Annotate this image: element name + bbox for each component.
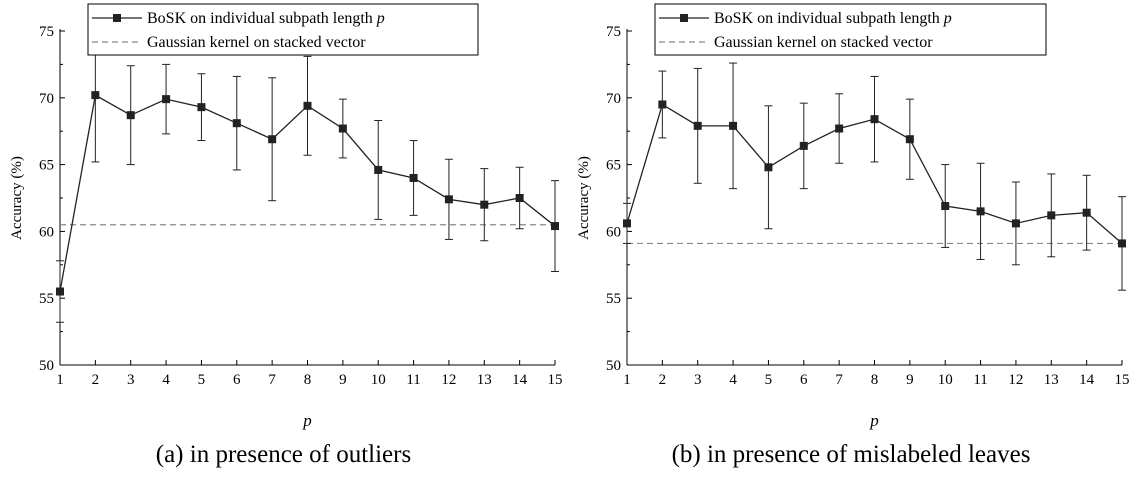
bosk-data-point: [835, 124, 844, 133]
x-tick-label: 3: [694, 372, 702, 388]
y-tick-label: 65: [606, 158, 621, 174]
legend-box: [87, 3, 479, 56]
x-tick-label: 4: [162, 372, 170, 388]
x-tick-label: 11: [973, 372, 987, 388]
legend-bosk-label: BoSK on individual subpath length p: [147, 10, 385, 27]
chart-b-caption: (b) in presence of mislabeled leaves: [671, 441, 1031, 468]
bosk-data-point: [444, 195, 453, 204]
x-tick-label: 1: [56, 372, 64, 388]
bosk-data-point: [764, 163, 773, 172]
legend-bosk-marker-icon: [680, 14, 688, 22]
bosk-data-point: [515, 194, 524, 202]
y-tick-label: 70: [606, 91, 621, 107]
bosk-data-point: [480, 200, 489, 209]
y-axis-label: Accuracy (%): [9, 156, 25, 240]
x-axis-label: p: [302, 411, 312, 430]
x-tick-label: 7: [835, 372, 843, 388]
bosk-data-point: [729, 121, 738, 130]
x-tick-label: 10: [938, 372, 953, 388]
bosk-data-point: [799, 141, 808, 150]
x-tick-label: 2: [659, 372, 667, 388]
x-tick-label: 15: [548, 372, 563, 388]
x-tick-label: 7: [268, 372, 276, 388]
bosk-data-point: [623, 219, 631, 228]
legend: BoSK on individual subpath length p Gauss…: [87, 3, 479, 56]
y-tick-label: 50: [606, 358, 621, 374]
bosk-data-point: [551, 222, 559, 231]
x-tick-label: 2: [92, 372, 100, 388]
legend-gaussian-label: Gaussian kernel on stacked vector: [147, 34, 366, 51]
bosk-data-point: [941, 202, 950, 211]
x-tick-label: 4: [729, 372, 737, 388]
x-tick-label: 1: [623, 372, 631, 388]
x-tick-label: 3: [127, 372, 135, 388]
x-tick-label: 9: [906, 372, 914, 388]
x-tick-label: 6: [233, 372, 241, 388]
x-tick-label: 8: [871, 372, 879, 388]
y-tick-label: 60: [606, 224, 621, 240]
bosk-data-point: [91, 91, 100, 100]
bosk-data-point: [905, 135, 914, 144]
y-tick-label: 75: [39, 24, 54, 40]
x-tick-label: 13: [1044, 372, 1059, 388]
chart-a-caption: (a) in presence of outliers: [155, 441, 412, 468]
legend: BoSK on individual subpath length p Gauss…: [654, 3, 1047, 56]
bosk-data-point: [409, 173, 418, 182]
bosk-data-point: [1011, 219, 1020, 228]
bosk-data-point: [197, 103, 206, 112]
bosk-data-point: [303, 101, 312, 110]
bosk-data-point: [1047, 211, 1056, 220]
y-tick-label: 55: [39, 291, 54, 307]
bosk-data-point: [56, 287, 64, 296]
x-tick-label: 5: [198, 372, 206, 388]
bosk-data-point: [374, 165, 383, 174]
y-tick-label: 60: [39, 224, 54, 240]
y-tick-label: 50: [39, 358, 54, 374]
x-tick-label: 14: [512, 372, 528, 388]
y-tick-label: 70: [39, 91, 54, 107]
x-tick-label: 6: [800, 372, 808, 388]
bosk-data-point: [658, 100, 667, 109]
y-tick-label: 65: [39, 158, 54, 174]
x-tick-label: 12: [441, 372, 456, 388]
x-tick-label: 8: [304, 372, 312, 388]
y-axis-label: Accuracy (%): [576, 156, 592, 240]
legend-gaussian-label: Gaussian kernel on stacked vector: [714, 34, 933, 51]
chart-panel-b: 50 55 60 65 70 75 1 2 3 4 5 6 7 8 9 10 11 12 13 14 15 Accurac…: [567, 0, 1135, 486]
y-tick-label: 75: [606, 24, 621, 40]
chart-panel-a: 50 55 60 65 70 75 1 2 3 4 5 6 7 8 9 10 11 12 13 14 15 Accurac…: [0, 0, 567, 486]
legend-bosk-label: BoSK on individual subpath length p: [714, 10, 952, 27]
bosk-data-point: [1082, 208, 1091, 217]
bosk-data-point: [693, 121, 702, 130]
x-tick-label: 9: [339, 372, 347, 388]
x-tick-label: 5: [765, 372, 773, 388]
bosk-data-point: [268, 135, 277, 144]
x-tick-label: 12: [1008, 372, 1023, 388]
bosk-data-point: [126, 111, 135, 120]
bosk-data-point: [338, 124, 347, 133]
bosk-data-point: [870, 115, 879, 124]
legend-box: [654, 3, 1047, 56]
bosk-data-point: [1118, 239, 1126, 248]
bosk-data-point: [976, 207, 985, 216]
x-axis-label: p: [869, 411, 879, 430]
x-tick-label: 14: [1079, 372, 1095, 388]
bosk-data-point: [232, 119, 241, 128]
bosk-data-point: [162, 95, 171, 104]
y-tick-label: 55: [606, 291, 621, 307]
x-tick-label: 15: [1115, 372, 1130, 388]
x-tick-label: 13: [477, 372, 492, 388]
x-tick-label: 10: [371, 372, 386, 388]
legend-bosk-marker-icon: [113, 14, 121, 22]
x-tick-label: 11: [406, 372, 420, 388]
